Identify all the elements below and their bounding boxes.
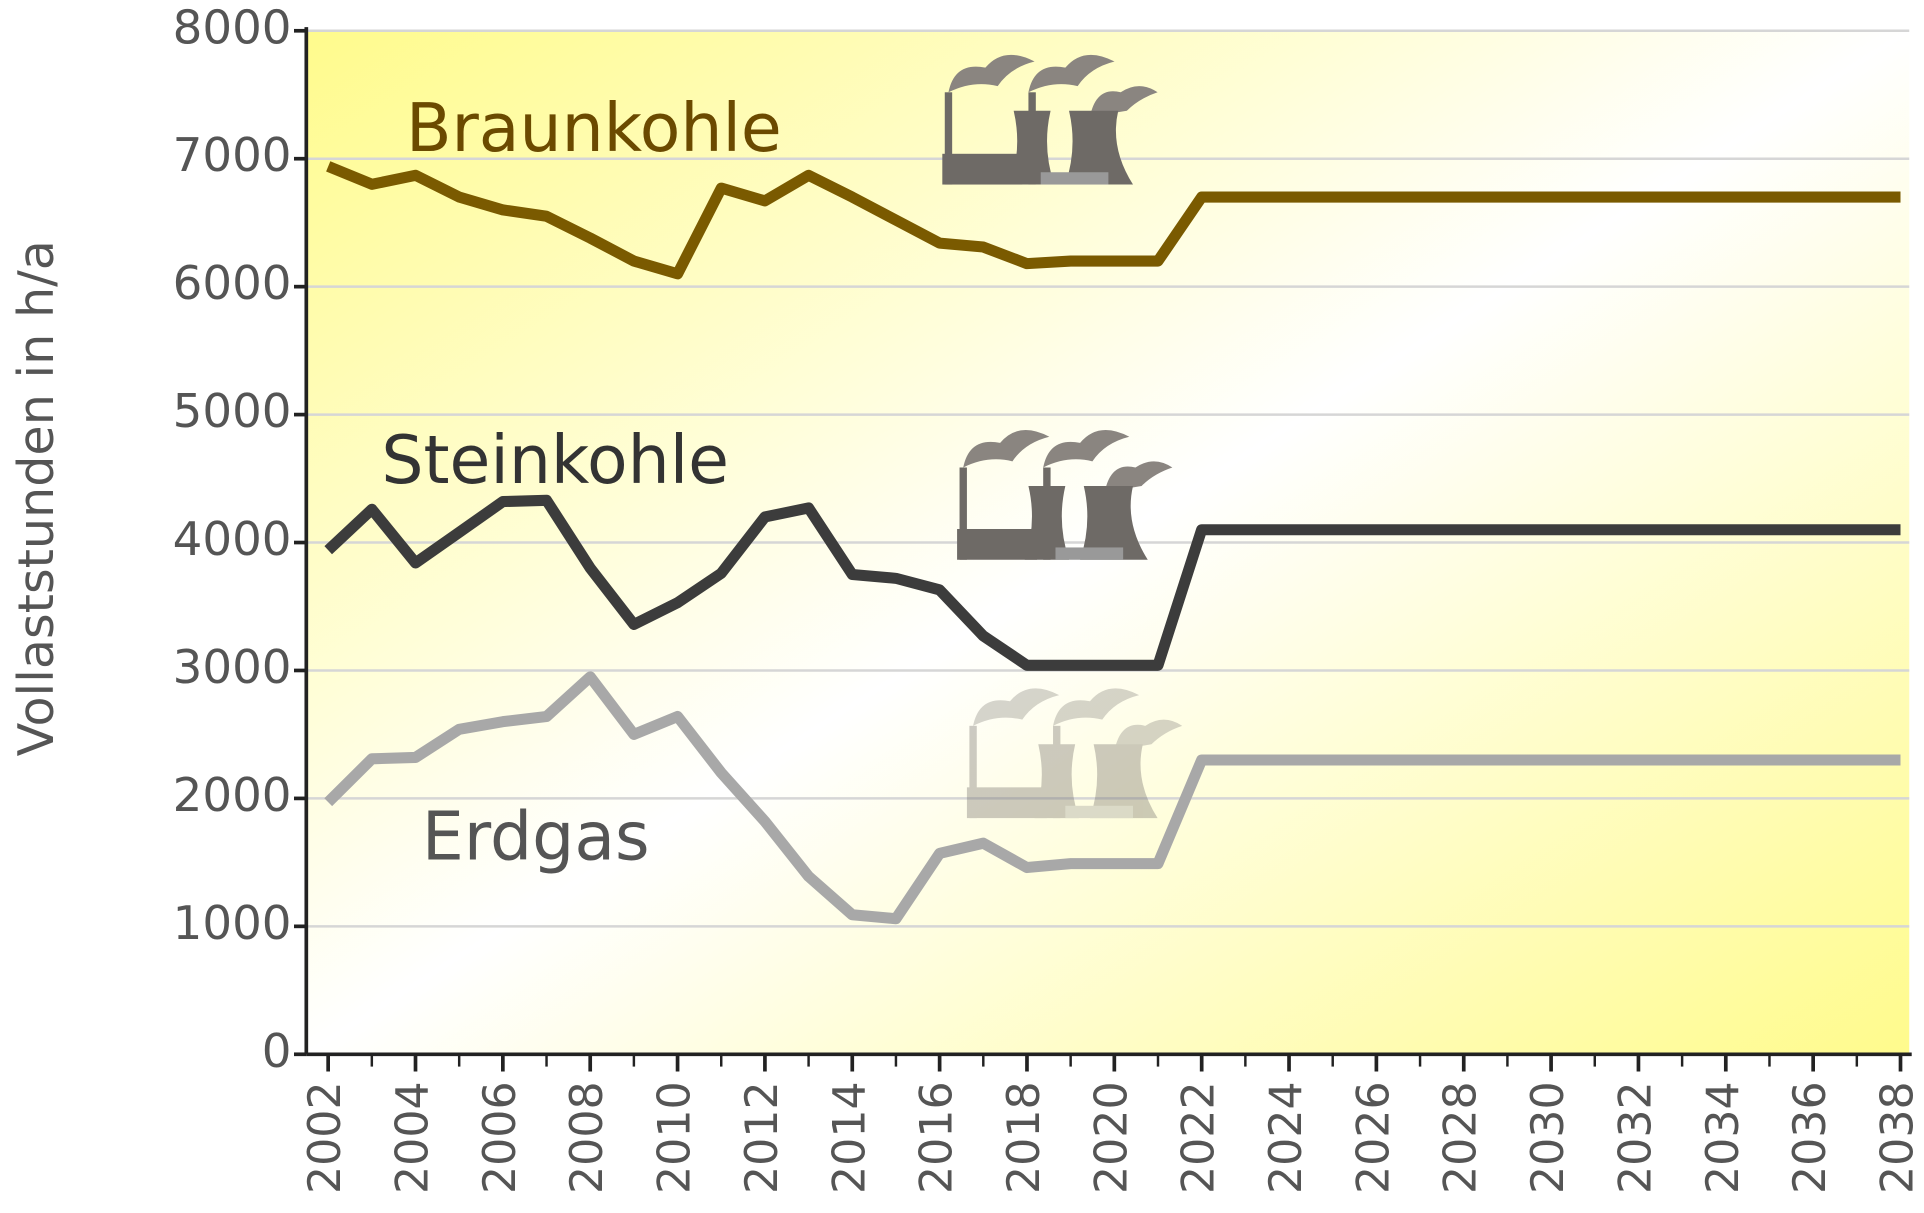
y-tick-label: 8000 [173,1,292,55]
series-label: Erdgas [422,798,650,876]
building [1040,172,1109,185]
series-label: Braunkohle [406,89,782,167]
chimney [969,725,977,819]
y-tick-label: 7000 [173,129,292,183]
x-tick-label: 2034 [1698,1081,1749,1194]
building [1065,805,1133,819]
x-tick-label: 2020 [1086,1081,1137,1194]
y-tick-label: 1000 [173,897,292,951]
y-tick-label: 5000 [173,385,292,439]
x-tick-label: 2022 [1174,1081,1225,1194]
building [966,787,1047,819]
y-tick-label: 0 [262,1025,292,1079]
smoke [963,430,1173,493]
y-tick-label: 6000 [173,257,292,311]
smoke [948,54,1158,117]
x-tick-label: 2028 [1436,1081,1487,1194]
factory-icon [966,688,1183,819]
x-tick-label: 2014 [824,1081,875,1194]
series-line [324,494,1901,671]
x-tick-label: 2018 [999,1081,1050,1194]
cooling-tower [1089,744,1158,819]
series-line [326,161,1901,280]
cooling-tower [1024,485,1070,560]
cooling-tower [1009,110,1055,185]
x-tick-label: 2008 [562,1081,613,1194]
x-tick-label: 2004 [388,1081,439,1194]
x-tick-label: 2006 [475,1081,526,1194]
building [942,153,1023,185]
y-tick-label: 4000 [173,513,292,567]
x-tick-label: 2032 [1610,1081,1661,1194]
chimney [959,467,967,560]
factory-icon [957,430,1173,560]
x-tick-label: 2026 [1348,1081,1399,1194]
x-tick-label: 2030 [1523,1081,1574,1194]
series-label: Steinkohle [381,421,729,499]
factory-icon [942,54,1158,185]
y-axis-title: Vollaststunden in h/a [7,240,65,756]
chimney [1053,725,1061,819]
x-tick-label: 2038 [1873,1081,1924,1194]
chimney [944,92,953,185]
x-tick-label: 2024 [1261,1081,1312,1194]
x-tick-label: 2002 [300,1081,351,1194]
smoke [973,688,1183,751]
y-tick-label: 2000 [173,769,292,823]
x-tick-label: 2016 [912,1081,963,1194]
cooling-tower [1034,744,1079,819]
x-tick-label: 2012 [737,1081,788,1194]
building [1055,547,1124,560]
x-tick-label: 2010 [650,1081,701,1194]
series-line [324,671,1901,925]
x-tick-label: 2036 [1785,1081,1836,1194]
cooling-tower [1080,485,1148,560]
cooling-tower [1065,110,1133,185]
building [957,528,1038,560]
y-tick-label: 3000 [173,641,292,695]
